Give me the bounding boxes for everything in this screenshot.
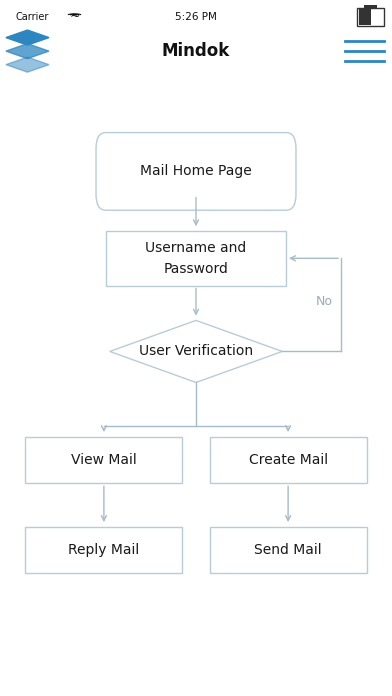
Bar: [210, 437, 367, 483]
Bar: [210, 527, 367, 574]
Text: Mindok: Mindok: [162, 42, 230, 60]
Polygon shape: [110, 320, 282, 383]
FancyBboxPatch shape: [96, 133, 296, 210]
Bar: [363, 4, 377, 8]
Text: No: No: [316, 295, 332, 308]
Text: Create Mail: Create Mail: [249, 453, 328, 467]
Text: Username and
Password: Username and Password: [145, 241, 247, 276]
Text: 5:26 PM: 5:26 PM: [175, 12, 217, 22]
Bar: [357, 8, 384, 26]
Bar: [25, 527, 182, 574]
Text: Mail Home Page: Mail Home Page: [140, 164, 252, 178]
Polygon shape: [6, 57, 49, 72]
Polygon shape: [6, 44, 49, 58]
Bar: [359, 8, 371, 25]
Bar: [106, 231, 286, 285]
Polygon shape: [6, 30, 49, 45]
Text: View Mail: View Mail: [71, 453, 137, 467]
Text: Send Mail: Send Mail: [254, 543, 322, 557]
Bar: [25, 437, 182, 483]
Text: Reply Mail: Reply Mail: [68, 543, 140, 557]
Text: ~: ~: [69, 10, 80, 23]
Text: User Verification: User Verification: [139, 345, 253, 358]
Text: Carrier: Carrier: [16, 12, 49, 22]
